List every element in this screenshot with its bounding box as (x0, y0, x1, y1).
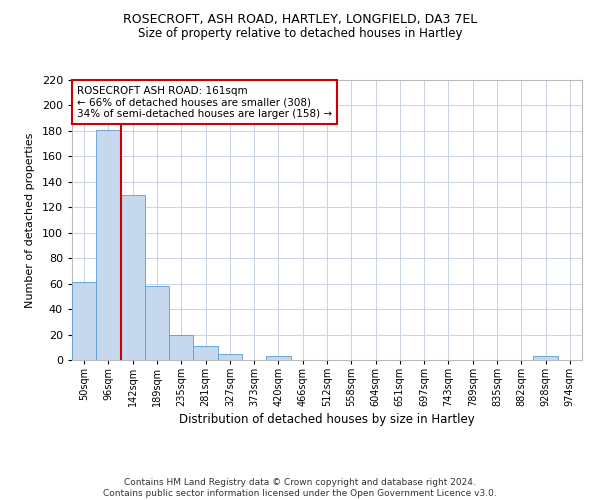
X-axis label: Distribution of detached houses by size in Hartley: Distribution of detached houses by size … (179, 414, 475, 426)
Bar (193, 346, 218, 360)
Bar (169, 334, 193, 360)
Bar (218, 354, 242, 360)
Bar (533, 356, 558, 360)
Bar (121, 194, 145, 360)
Bar (266, 356, 290, 360)
Text: Size of property relative to detached houses in Hartley: Size of property relative to detached ho… (138, 28, 462, 40)
Bar (72, 282, 96, 360)
Text: ROSECROFT ASH ROAD: 161sqm
← 66% of detached houses are smaller (308)
34% of sem: ROSECROFT ASH ROAD: 161sqm ← 66% of deta… (77, 86, 332, 119)
Bar (145, 286, 169, 360)
Bar (96, 130, 121, 360)
Text: Contains HM Land Registry data © Crown copyright and database right 2024.
Contai: Contains HM Land Registry data © Crown c… (103, 478, 497, 498)
Y-axis label: Number of detached properties: Number of detached properties (25, 132, 35, 308)
Text: ROSECROFT, ASH ROAD, HARTLEY, LONGFIELD, DA3 7EL: ROSECROFT, ASH ROAD, HARTLEY, LONGFIELD,… (123, 12, 477, 26)
